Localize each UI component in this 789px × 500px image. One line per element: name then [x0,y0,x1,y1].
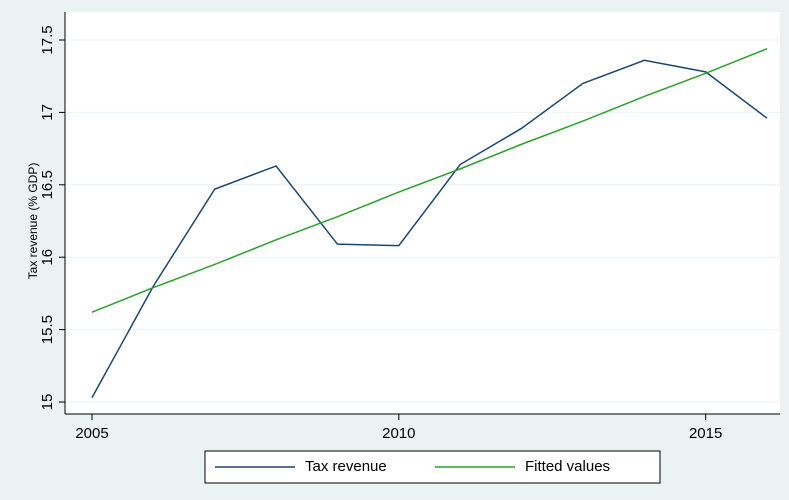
x-tick-label: 2010 [382,425,415,442]
plot-area [65,12,780,414]
y-tick-label: 17 [39,104,56,121]
legend-label: Fitted values [525,458,610,475]
series-line [91,47,768,313]
y-axis-label: Tax revenue (% GDP) [26,163,40,280]
y-tick-label: 16.5 [39,170,56,199]
x-tick-label: 2015 [689,425,722,442]
y-tick-label: 15 [39,394,56,411]
x-tick-label: 2005 [75,425,108,442]
y-tick-label: 15.5 [39,315,56,344]
series-line [91,59,768,399]
y-tick-label: 16 [39,249,56,266]
y-tick-label: 17.5 [39,25,56,54]
legend-label: Tax revenue [305,458,387,475]
